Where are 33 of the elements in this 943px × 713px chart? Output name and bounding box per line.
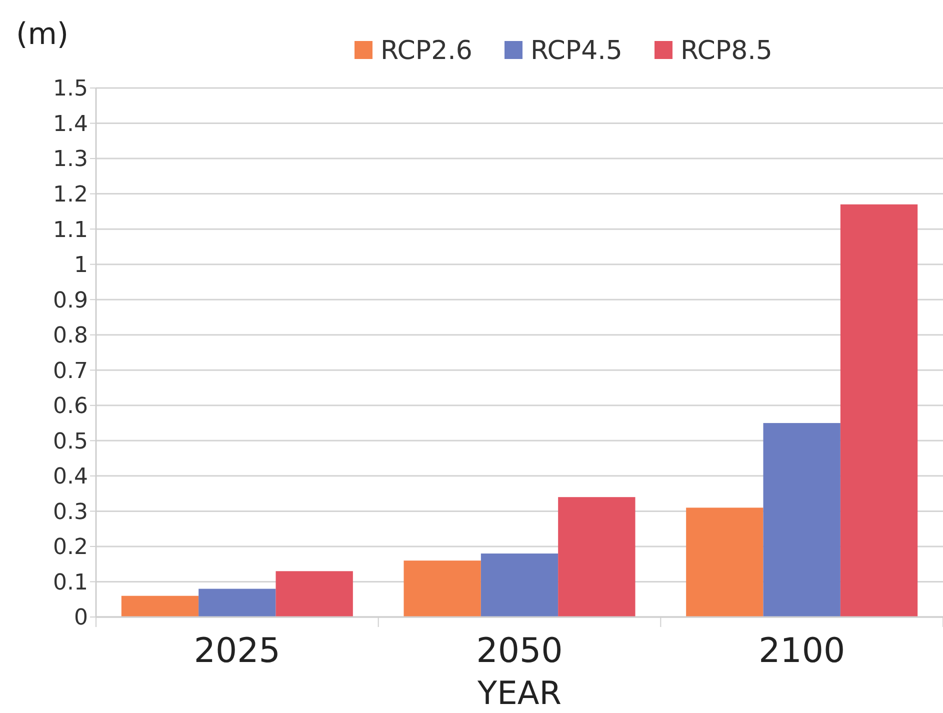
legend-label: RCP4.5 [530, 36, 622, 66]
y-tick-label: 1.3 [53, 147, 88, 172]
x-tick-label: 2100 [758, 631, 846, 671]
y-tick-label: 0.5 [53, 429, 88, 454]
y-tick-label: 0.8 [53, 324, 88, 349]
bar [480, 554, 558, 617]
y-tick-label: 0 [74, 606, 88, 631]
y-tick-label: 1.4 [53, 112, 88, 137]
y-tick-label: 0.1 [53, 570, 88, 596]
y-axis-title: (m) [16, 17, 69, 52]
bar [198, 588, 276, 617]
x-tick-label: 2050 [476, 631, 563, 671]
y-tick-label: 1.2 [53, 182, 88, 208]
y-tick-label: 0.4 [53, 464, 88, 490]
bar [840, 204, 918, 617]
y-tick-label: 1.5 [53, 76, 88, 102]
y-tick-label: 0.9 [53, 288, 88, 314]
y-tick-label: 0.2 [53, 535, 88, 560]
y-tick-label: 0.6 [53, 394, 88, 420]
y-tick-label: 0.7 [53, 358, 88, 384]
bar [686, 508, 764, 617]
legend-label: RCP2.6 [380, 36, 472, 66]
bar [276, 571, 353, 617]
bar [121, 596, 199, 617]
y-tick-label: 1.1 [53, 218, 88, 243]
bar [558, 497, 636, 617]
x-tick-label: 2025 [194, 631, 280, 671]
legend-label: RCP8.5 [680, 36, 772, 66]
bar [404, 560, 481, 617]
x-axis-title: YEAR [476, 674, 562, 712]
bar [763, 423, 840, 617]
y-tick-label: 0.3 [53, 500, 88, 525]
y-tick-label: 1 [74, 253, 88, 278]
